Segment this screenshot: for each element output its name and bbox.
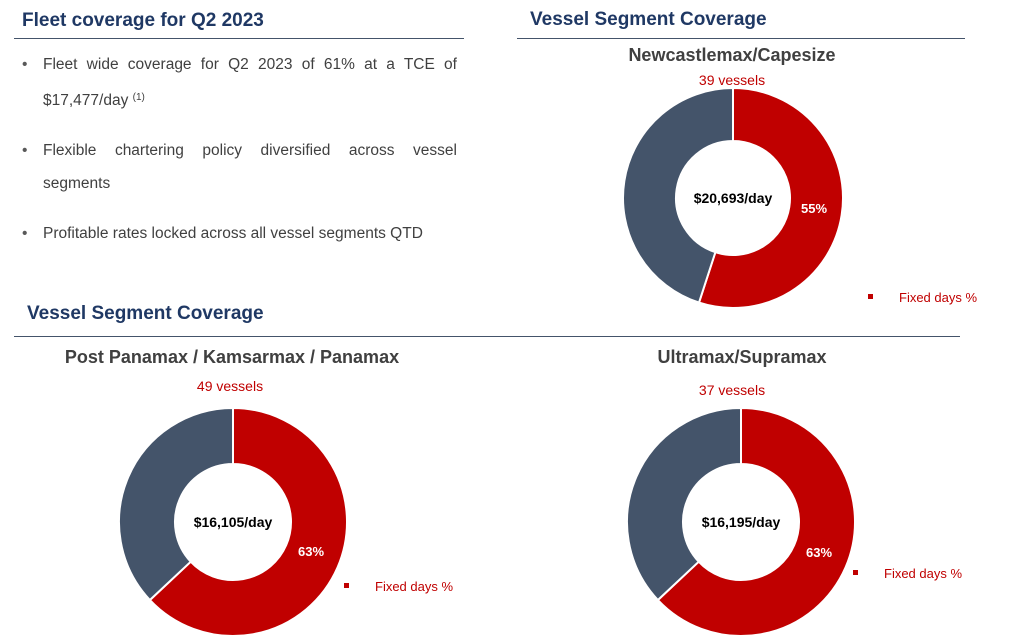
center-rate-label: $16,195/day (702, 514, 781, 530)
legend-swatch (868, 294, 873, 300)
bullet-fleet-wide: Fleet wide coverage for Q2 2023 of 61% a… (22, 48, 457, 117)
legend-capesize: Fixed days % (868, 290, 977, 305)
fleet-bullet-list: Fleet wide coverage for Q2 2023 of 61% a… (22, 48, 457, 267)
fleet-coverage-title: Fleet coverage for Q2 2023 (22, 10, 264, 31)
bullet-fleet-wide-text: Fleet wide coverage for Q2 2023 of 61% a… (43, 56, 457, 109)
slice-open-days (622, 86, 734, 304)
slice-open-days (626, 406, 742, 602)
chart-title-supramax: Ultramax/Supramax (657, 347, 827, 367)
legend-label: Fixed days % (884, 566, 963, 581)
fixed-days-percent-label: 55% (801, 201, 827, 216)
chart-subtitle-panamax: 49 vessels (196, 378, 264, 394)
bullet-chartering-policy: Flexible chartering policy diversified a… (22, 134, 457, 200)
chart-subtitle-supramax: 37 vessels (698, 382, 766, 398)
legend-label: Fixed days % (375, 579, 454, 594)
segment-coverage-rule-bottom (14, 336, 960, 337)
legend-swatch (344, 583, 349, 589)
legend-supramax: Fixed days % (853, 566, 962, 581)
legend-swatch (853, 570, 858, 576)
segment-coverage-title-bottom: Vessel Segment Coverage (27, 303, 264, 324)
fixed-days-percent-label: 63% (298, 544, 324, 559)
fleet-coverage-rule (14, 38, 464, 39)
slice-fixed-days (697, 86, 844, 309)
slice-open-days (118, 406, 234, 602)
chart-subtitle-capesize: 39 vessels (698, 72, 766, 88)
segment-coverage-rule-top (517, 38, 965, 39)
slice-fixed-days (148, 406, 348, 637)
legend-panamax: Fixed days % (344, 579, 453, 594)
bullet-profitable-rates: Profitable rates locked across all vesse… (22, 217, 457, 250)
legend-label: Fixed days % (899, 290, 978, 305)
chart-title-panamax: Post Panamax / Kamsarmax / Panamax (64, 347, 400, 367)
center-rate-label: $16,105/day (194, 514, 273, 530)
center-rate-label: $20,693/day (694, 190, 773, 206)
footnote-marker: (1) (132, 92, 145, 103)
bullet-profitable-rates-text: Profitable rates locked across all vesse… (43, 225, 423, 242)
slice-fixed-days (656, 406, 856, 637)
fixed-days-percent-label: 63% (806, 545, 832, 560)
chart-title-capesize: Newcastlemax/Capesize (628, 45, 836, 65)
bullet-chartering-policy-text: Flexible chartering policy diversified a… (43, 142, 457, 192)
segment-coverage-title-top: Vessel Segment Coverage (530, 9, 767, 30)
